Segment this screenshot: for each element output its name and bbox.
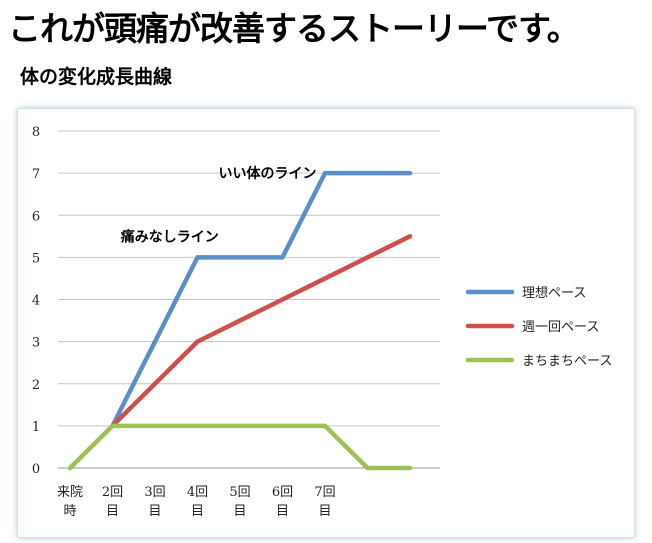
y-axis-ticks: 0 1 2 3 4 5 6 7 8 bbox=[32, 125, 40, 477]
x-tick-label: 3回 bbox=[144, 485, 165, 500]
x-tick-label: 4回 bbox=[187, 485, 208, 500]
x-tick-label: 来院 bbox=[57, 485, 83, 500]
y-tick-label: 7 bbox=[32, 167, 40, 182]
x-tick-label: 目 bbox=[233, 504, 246, 519]
y-tick-label: 4 bbox=[32, 294, 40, 309]
x-tick-label: 目 bbox=[191, 504, 204, 519]
headline: これが頭痛が改善するストーリーです。 bbox=[8, 9, 580, 48]
x-tick-label: 6回 bbox=[272, 485, 293, 500]
y-tick-label: 2 bbox=[32, 378, 40, 393]
annotation-label: いい体のライン bbox=[219, 165, 317, 182]
x-axis-ticks: 来院時 2回目 3回目 4回目 5回目 6回目 7回目 bbox=[57, 485, 336, 519]
chart-subtitle: 体の変化成長曲線 bbox=[20, 66, 173, 88]
x-tick-label: 時 bbox=[63, 504, 76, 519]
legend-label: まちまちペース bbox=[522, 354, 612, 369]
x-tick-label: 5回 bbox=[229, 485, 250, 500]
legend-label: 理想ペース bbox=[522, 285, 586, 301]
chart-frame bbox=[17, 108, 635, 538]
x-tick-label: 目 bbox=[148, 504, 161, 519]
series-line bbox=[110, 234, 413, 429]
y-tick-label: 1 bbox=[32, 420, 40, 435]
x-tick-label: 目 bbox=[276, 504, 289, 519]
y-tick-label: 8 bbox=[32, 125, 40, 140]
y-tick-label: 0 bbox=[32, 462, 40, 477]
series-line bbox=[110, 170, 413, 429]
annotation-label: 痛みなしライン bbox=[120, 228, 219, 245]
x-tick-label: 7回 bbox=[314, 485, 335, 500]
y-tick-label: 3 bbox=[32, 336, 40, 351]
y-tick-label: 6 bbox=[32, 209, 40, 224]
x-tick-label: 目 bbox=[318, 504, 331, 519]
series-line bbox=[67, 423, 413, 471]
series-lines bbox=[67, 170, 413, 471]
y-tick-label: 5 bbox=[32, 251, 40, 266]
x-tick-label: 2回 bbox=[102, 485, 123, 500]
x-tick-label: 目 bbox=[106, 504, 119, 519]
legend-label: 週一回ペース bbox=[522, 320, 599, 335]
